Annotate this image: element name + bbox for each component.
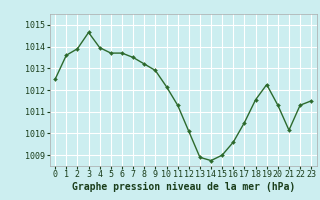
X-axis label: Graphe pression niveau de la mer (hPa): Graphe pression niveau de la mer (hPa)	[72, 182, 295, 192]
